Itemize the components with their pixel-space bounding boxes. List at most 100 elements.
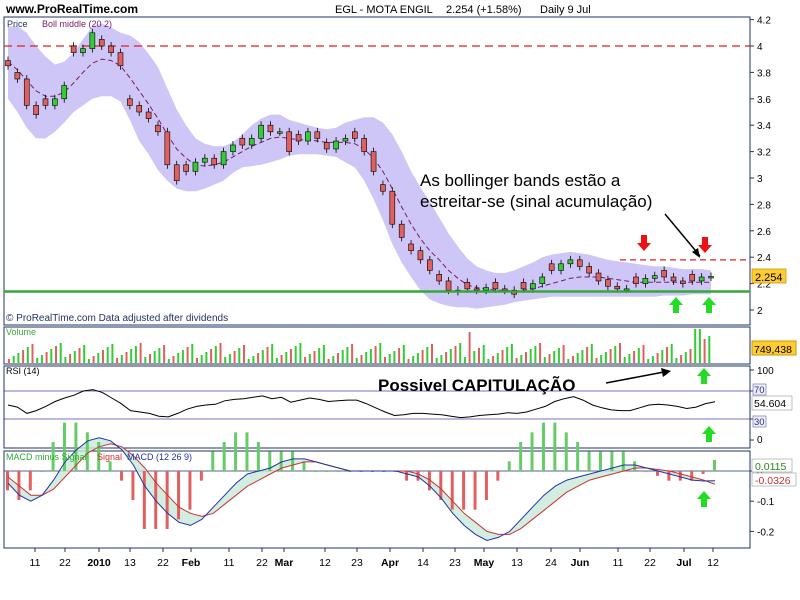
macd-histogram-bar xyxy=(530,432,534,471)
volume-bar xyxy=(332,356,335,363)
candle-body xyxy=(520,281,527,290)
green-up-arrow xyxy=(697,491,711,507)
candle-body xyxy=(708,276,714,279)
price-footer: © ProRealTime.com Data adjusted after di… xyxy=(6,313,228,324)
volume-bar xyxy=(604,352,607,363)
macd-histogram-bar xyxy=(598,451,602,471)
volume-panel: 749,438 xyxy=(3,326,797,365)
macd-histogram-bar xyxy=(507,461,511,471)
macd-histogram-bar xyxy=(633,461,637,471)
macd-histogram-bar xyxy=(519,442,523,471)
macd-histogram-bar xyxy=(713,459,716,471)
volume-bar xyxy=(257,353,260,363)
candle-body xyxy=(408,243,414,251)
macd-histogram-bar xyxy=(6,471,9,491)
volume-last-value: 749,438 xyxy=(754,344,792,356)
candle-body xyxy=(398,223,405,238)
volume-bar xyxy=(548,354,551,363)
volume-bar xyxy=(431,344,433,363)
volume-bar xyxy=(515,358,518,363)
volume-bar xyxy=(581,350,584,363)
macd-histogram-bar xyxy=(199,471,203,481)
volume-bar xyxy=(261,350,264,363)
volume-bar xyxy=(327,359,330,363)
x-tick-label: Jul xyxy=(676,557,691,569)
volume-bar xyxy=(87,359,90,363)
period-header: Daily 9 Jul xyxy=(540,4,591,16)
macd-last-value: -0.0326 xyxy=(755,475,791,487)
volume-bar xyxy=(647,359,650,363)
volume-bar xyxy=(69,354,72,363)
volume-bar xyxy=(529,349,532,363)
rsi-last-value: 54.604 xyxy=(754,398,786,410)
volume-bar xyxy=(534,346,537,363)
volume-bar xyxy=(186,347,189,363)
macd-histogram-bar xyxy=(97,442,101,471)
volume-bar xyxy=(181,350,184,363)
x-tick-label: 11 xyxy=(30,557,41,569)
candle-body xyxy=(127,98,133,106)
macd-histogram-bar xyxy=(667,471,671,481)
candle-body xyxy=(80,48,86,53)
macd-histogram-bar xyxy=(74,422,78,471)
volume-bar xyxy=(92,356,95,363)
volume-bar xyxy=(59,343,62,363)
macd-histogram-bar xyxy=(690,471,694,481)
candle-body xyxy=(492,281,499,290)
volume-bar xyxy=(351,344,354,363)
macd-panel: -0.2-0.100.0115-0.0326 xyxy=(3,422,797,549)
boll-label: Boll middle (20 2) xyxy=(42,19,112,29)
candle-body xyxy=(558,263,564,271)
volume-bar xyxy=(619,343,621,363)
rsi-line xyxy=(7,389,716,419)
macd-histogram-bar xyxy=(40,471,44,472)
macd-histogram-bar xyxy=(462,471,466,510)
macd-histogram-bar xyxy=(120,471,124,481)
candle-body xyxy=(145,111,152,119)
volume-bar xyxy=(200,355,203,363)
candle-body xyxy=(23,78,30,106)
volume-bar xyxy=(102,350,104,363)
candle-body xyxy=(183,164,189,172)
candle-body xyxy=(680,280,686,284)
volume-bar xyxy=(520,355,523,363)
y-tick-label: 2.8 xyxy=(757,200,771,211)
x-tick-label: 2010 xyxy=(87,557,111,569)
macd-histogram-bar xyxy=(587,451,591,471)
volume-bar xyxy=(454,346,457,363)
x-tick-label: Mar xyxy=(275,557,294,569)
volume-bar xyxy=(449,349,452,363)
green-up-arrow xyxy=(702,297,716,313)
volume-bar xyxy=(623,357,626,363)
macd-histogram-bar xyxy=(439,471,443,500)
macd-histogram-bar xyxy=(484,471,488,500)
candle-body xyxy=(267,124,274,133)
volume-bar xyxy=(379,343,382,363)
volume-bar xyxy=(572,356,574,363)
candle-body xyxy=(361,138,367,152)
volume-bar xyxy=(172,356,175,363)
volume-bar xyxy=(228,354,231,363)
candle-body xyxy=(651,275,658,279)
volume-bar xyxy=(459,343,462,363)
candle-body xyxy=(61,85,68,100)
volume-bar xyxy=(609,349,612,363)
x-tick-label: 22 xyxy=(59,557,71,569)
candle-body xyxy=(108,45,114,53)
candle-body xyxy=(623,288,630,291)
macd-histogram-bar xyxy=(348,471,352,472)
volume-bar xyxy=(36,358,39,363)
volume-bar xyxy=(167,359,170,363)
macd-histogram-bar xyxy=(313,471,317,472)
price-label: Price xyxy=(7,19,28,29)
macd-histogram-bar xyxy=(291,451,295,471)
macd-histogram-bar xyxy=(51,442,55,471)
volume-bar xyxy=(445,352,448,363)
red-down-arrow xyxy=(637,235,651,251)
volume-bar xyxy=(78,348,81,363)
candle-body xyxy=(417,250,424,261)
volume-bar xyxy=(280,355,283,363)
y-tick-label: 3.4 xyxy=(757,121,771,132)
volume-bar xyxy=(680,355,683,363)
